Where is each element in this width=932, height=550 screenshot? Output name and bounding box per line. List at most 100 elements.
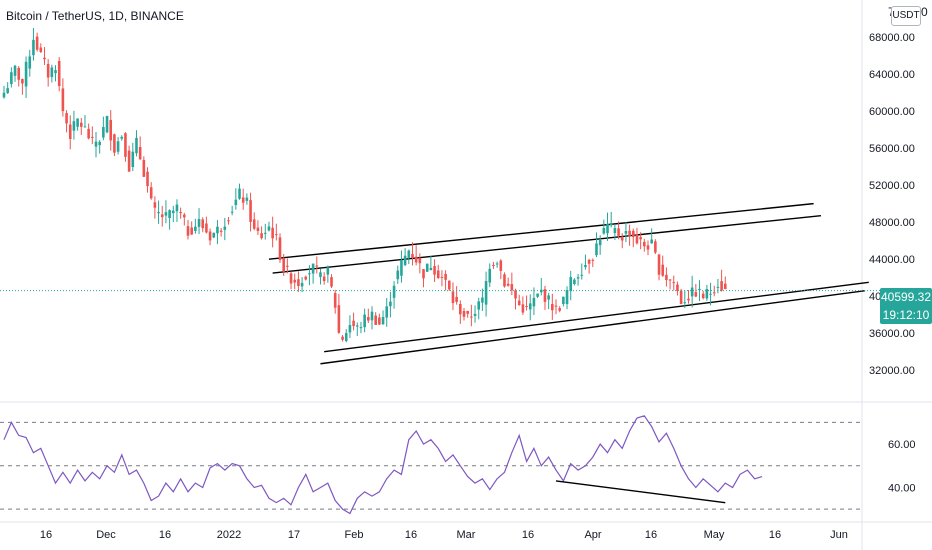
candle-body — [495, 263, 499, 265]
candle-body — [543, 289, 547, 302]
price-tick-label: 32000.00 — [869, 365, 915, 377]
candle-body — [447, 280, 451, 290]
candle-body — [190, 227, 193, 235]
candle-body — [61, 88, 65, 112]
candle-body — [701, 293, 705, 299]
candle-body — [293, 279, 297, 283]
rsi-line — [3, 415, 763, 515]
candle-body — [466, 310, 469, 314]
candle-body — [91, 136, 94, 138]
candle-body — [322, 276, 326, 282]
candle-body — [606, 223, 609, 234]
candle-body — [613, 228, 617, 234]
last-price-tag: 40599.32 — [880, 288, 932, 306]
candle-body — [411, 254, 414, 258]
candle-body — [646, 245, 650, 250]
candle-body — [2, 92, 6, 98]
candle-body — [433, 266, 436, 275]
candle-body — [367, 316, 370, 321]
candle-body — [50, 67, 54, 78]
rsi-series — [3, 415, 763, 515]
candle-body — [436, 270, 440, 278]
candle-body — [554, 305, 558, 307]
candle-body — [723, 283, 727, 289]
rsi-tick-label: 40.00 — [888, 482, 916, 494]
currency-button[interactable]: USDT — [891, 6, 921, 26]
candle-body — [720, 281, 723, 291]
candle-body — [392, 285, 396, 298]
candle-body — [514, 290, 517, 299]
candle-body — [227, 220, 230, 222]
candle-body — [510, 284, 514, 291]
candle-body — [21, 79, 24, 84]
candle-body — [631, 230, 635, 238]
price-tick-label: 64000.00 — [869, 69, 915, 81]
trend-channel-line — [320, 289, 866, 365]
candle-body — [459, 303, 462, 315]
candle-body — [481, 297, 484, 303]
candle-body — [506, 283, 510, 286]
price-tick-label: 52000.00 — [869, 180, 915, 192]
time-tick-label: Mar — [457, 529, 476, 541]
candle-body — [157, 212, 160, 214]
time-tick-label: 16 — [645, 529, 657, 541]
candle-body — [569, 277, 573, 292]
candle-body — [620, 236, 624, 241]
candle-body — [87, 128, 90, 139]
candle-body — [705, 289, 709, 299]
candle-body — [429, 267, 433, 271]
candle-body — [488, 268, 492, 283]
candle-body — [503, 274, 506, 287]
time-axis-ticks: 16 Dec 16 2022 17 Feb 16 Mar 16 Apr 16 May 16 Jun — [40, 529, 848, 541]
time-tick-label: Feb — [345, 529, 364, 541]
price-tick-label: 48000.00 — [869, 217, 915, 229]
candle-body — [679, 290, 683, 304]
price-tick-label: 60000.00 — [869, 106, 915, 118]
rsi-tick-label: 60.00 — [888, 439, 916, 451]
candle-body — [643, 241, 646, 247]
candle-body — [580, 274, 584, 276]
candle-body — [252, 219, 256, 229]
candle-body — [558, 308, 561, 311]
candle-body — [311, 263, 315, 274]
candle-body — [639, 237, 642, 240]
candle-body — [146, 171, 149, 187]
candle-body — [333, 292, 337, 308]
candle-body — [528, 303, 532, 310]
time-tick-label: 16 — [769, 529, 781, 541]
price-axis-top-label-end: 0 — [921, 5, 928, 19]
candle-body — [650, 239, 653, 244]
candle-body — [65, 113, 68, 124]
candle-body — [576, 277, 580, 279]
price-tick-label: 56000.00 — [869, 143, 915, 155]
candle-body — [547, 295, 550, 300]
candle-body — [374, 315, 377, 325]
candle-body — [35, 36, 39, 50]
candle-body — [565, 289, 569, 304]
candle-body — [359, 327, 363, 329]
candle-body — [127, 150, 131, 172]
candle-body — [308, 273, 311, 275]
candle-body — [57, 60, 61, 87]
candle-body — [378, 317, 381, 325]
time-tick-label: Jun — [830, 529, 848, 541]
candle-body — [598, 240, 602, 246]
trend-channel-line — [272, 214, 822, 274]
candle-body — [175, 204, 179, 212]
rsi-divergence-line — [555, 480, 726, 504]
candle-body — [396, 270, 400, 280]
candle-body — [363, 314, 366, 328]
candle-body — [28, 56, 32, 69]
candle-body — [32, 39, 35, 56]
candle-body — [24, 61, 28, 87]
candle-body — [197, 219, 201, 227]
candle-body — [385, 306, 389, 318]
time-tick-label: Apr — [584, 529, 601, 541]
candle-body — [525, 305, 528, 307]
candle-body — [160, 214, 164, 218]
time-tick-label: 16 — [405, 529, 417, 541]
candle-body — [183, 214, 186, 218]
candle-body — [186, 226, 190, 236]
candle-body — [304, 276, 308, 280]
